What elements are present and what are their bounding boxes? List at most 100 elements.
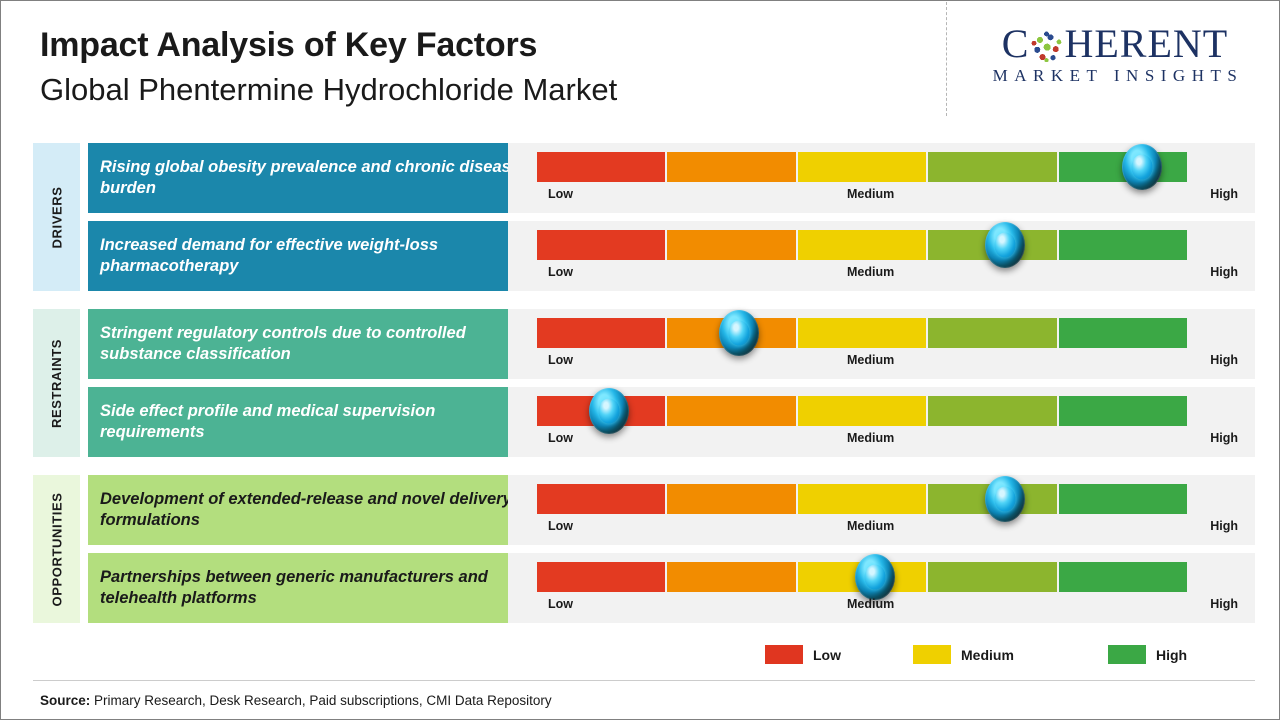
bar-segment	[667, 562, 796, 592]
logo-wordmark: C HERENT	[965, 24, 1265, 64]
impact-bar	[537, 318, 1188, 348]
bar-segment	[797, 230, 927, 260]
bar-segment	[797, 396, 927, 426]
impact-marker[interactable]	[718, 310, 759, 356]
bar-segment	[1058, 562, 1188, 592]
gauge-row: Low Medium High	[508, 143, 1255, 213]
bar-segment	[537, 484, 666, 514]
legend-swatch	[1108, 645, 1146, 664]
factor-text: Partnerships between generic manufacture…	[100, 567, 488, 607]
scale-label-low: Low	[548, 431, 573, 445]
scale-labels: Low Medium High	[537, 265, 1238, 283]
globe-icon	[1030, 29, 1064, 63]
bar-segment	[537, 318, 666, 348]
impact-matrix: DRIVERS Rising global obesity prevalence …	[33, 143, 1255, 623]
category-strip-opportunities: OPPORTUNITIES	[33, 475, 80, 623]
impact-marker[interactable]	[985, 476, 1025, 522]
category-label: DRIVERS	[49, 186, 64, 248]
scale-labels: Low Medium High	[537, 187, 1238, 205]
scale-label-low: Low	[548, 187, 573, 201]
gauge-row: Low Medium High	[508, 309, 1255, 379]
bar-segment	[1058, 396, 1188, 426]
bar-segment	[1058, 318, 1188, 348]
scale-label-high: High	[1210, 519, 1238, 533]
factor-card: Partnerships between generic manufacture…	[88, 553, 535, 623]
legend-label: Low	[813, 646, 841, 663]
legend-label: High	[1156, 646, 1188, 663]
factor-text: Side effect profile and medical supervis…	[100, 401, 436, 441]
factor-text: Increased demand for effective weight-lo…	[100, 235, 439, 275]
bar-segment	[667, 484, 796, 514]
scale-label-high: High	[1210, 265, 1238, 279]
bar-segment	[928, 562, 1057, 592]
factor-card: Rising global obesity prevalence and chr…	[88, 143, 535, 213]
gauge-row: Low Medium High	[508, 221, 1255, 291]
bar-segment	[667, 152, 796, 182]
bar-segment	[667, 396, 796, 426]
impact-bar	[537, 230, 1188, 260]
bar-segment	[797, 152, 927, 182]
bar-segment	[797, 484, 927, 514]
legend-swatch	[913, 645, 951, 664]
scale-labels: Low Medium High	[537, 519, 1238, 537]
bar-segment	[797, 318, 927, 348]
bar-segment	[667, 230, 796, 260]
impact-marker[interactable]	[1121, 144, 1162, 190]
category-label: OPPORTUNITIES	[49, 492, 65, 606]
impact-marker[interactable]	[588, 388, 629, 434]
page-title: Impact Analysis of Key Factors	[40, 26, 538, 64]
scale-label-high: High	[1210, 431, 1238, 445]
category-label: RESTRAINTS	[49, 338, 64, 428]
category-strip-drivers: DRIVERS	[33, 143, 80, 291]
scale-label-low: Low	[548, 597, 573, 611]
factor-card: Development of extended-release and nove…	[88, 475, 535, 545]
category-strip-restraints: RESTRAINTS	[33, 309, 80, 457]
legend-item: Low	[765, 645, 841, 664]
logo-word-part2: HERENT	[1064, 21, 1229, 66]
legend-swatch	[765, 645, 803, 664]
factor-text: Development of extended-release and nove…	[100, 489, 512, 529]
bar-segment	[537, 562, 666, 592]
factor-card: Increased demand for effective weight-lo…	[88, 221, 535, 291]
impact-marker[interactable]	[855, 554, 895, 600]
footer-divider	[33, 680, 1255, 681]
logo-word-part1: C	[1001, 21, 1030, 66]
impact-bar	[537, 152, 1188, 182]
scale-labels: Low Medium High	[537, 431, 1238, 449]
legend-item: Medium	[913, 645, 1014, 664]
logo-tagline: MARKET INSIGHTS	[992, 66, 1244, 85]
bar-segment	[537, 230, 666, 260]
company-logo: C HERENT MARKET INSIGHTS	[965, 24, 1265, 86]
scale-label-high: High	[1210, 187, 1238, 201]
bar-segment	[928, 318, 1057, 348]
impact-marker[interactable]	[985, 222, 1025, 268]
gauge-row: Low Medium High	[508, 387, 1255, 457]
impact-bar	[537, 396, 1188, 426]
impact-bar	[537, 562, 1188, 592]
scale-label-medium: Medium	[847, 519, 895, 533]
scale-label-medium: Medium	[847, 597, 895, 611]
bar-segment	[928, 396, 1057, 426]
scale-label-medium: Medium	[847, 265, 895, 279]
bar-segment	[928, 152, 1057, 182]
scale-label-medium: Medium	[847, 353, 895, 367]
legend-item: High	[1108, 645, 1187, 664]
scale-label-medium: Medium	[847, 431, 895, 445]
bar-segment	[1058, 230, 1188, 260]
legend-label: Medium	[961, 646, 1014, 663]
factor-text: Rising global obesity prevalence and chr…	[100, 157, 520, 197]
scale-label-low: Low	[548, 519, 573, 533]
factor-card: Stringent regulatory controls due to con…	[88, 309, 535, 379]
bar-segment	[1058, 484, 1188, 514]
logo-divider	[946, 2, 947, 116]
source-note: Source: Primary Research, Desk Research,…	[40, 693, 552, 708]
scale-label-medium: Medium	[847, 187, 895, 201]
source-label: Source:	[40, 693, 91, 708]
source-text: Primary Research, Desk Research, Paid su…	[90, 693, 552, 708]
scale-labels: Low Medium High	[537, 597, 1238, 615]
page-subtitle: Global Phentermine Hydrochloride Market	[40, 71, 618, 107]
gauge-row: Low Medium High	[508, 553, 1255, 623]
scale-label-low: Low	[548, 353, 573, 367]
gauge-row: Low Medium High	[508, 475, 1255, 545]
scale-labels: Low Medium High	[537, 353, 1238, 371]
